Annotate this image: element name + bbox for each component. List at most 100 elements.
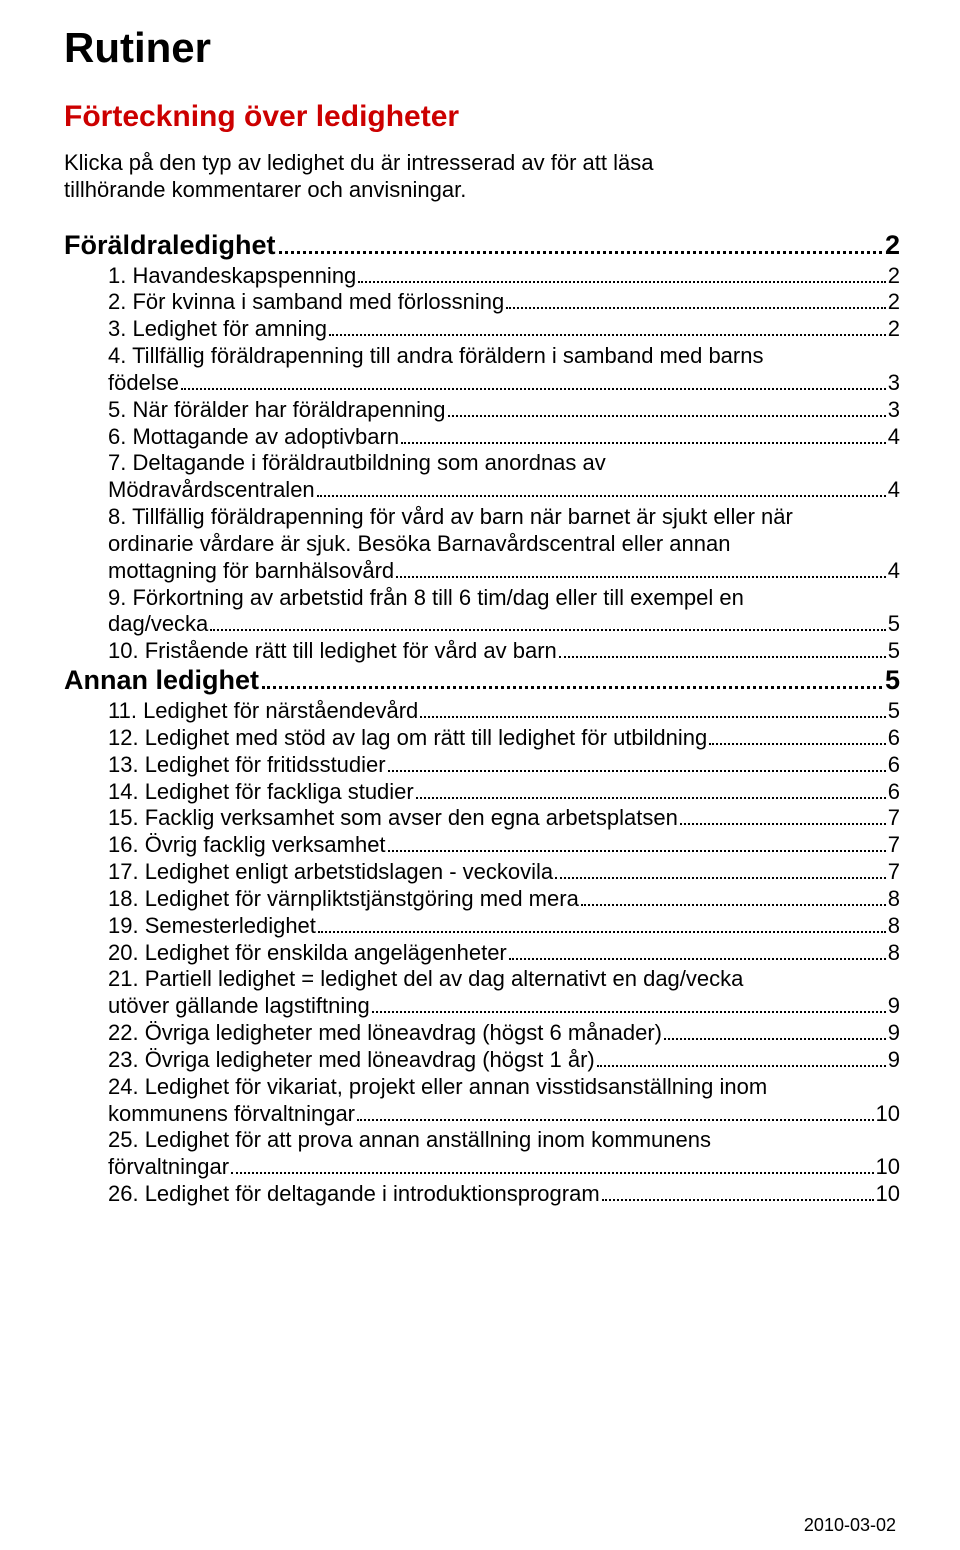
leader-dots: [388, 760, 886, 772]
toc-item-label: 18. Ledighet för värnpliktstjänstgöring …: [108, 886, 579, 913]
toc-heading-page: 5: [885, 665, 900, 696]
toc-item-text[interactable]: 4. Tillfällig föräldrapenning till andra…: [108, 343, 900, 370]
toc-item[interactable]: 11. Ledighet för närståendevård 5: [108, 698, 900, 725]
toc-item[interactable]: mottagning för barnhälsovård 4: [108, 558, 900, 585]
toc-item[interactable]: 26. Ledighet för deltagande i introdukti…: [108, 1181, 900, 1208]
toc-item[interactable]: förvaltningar10: [108, 1154, 900, 1181]
toc-item-text[interactable]: 7. Deltagande i föräldrautbildning som a…: [108, 450, 900, 477]
toc-block-annan-ledighet: 11. Ledighet för närståendevård 5 12. Ledi…: [64, 698, 900, 1208]
toc-item[interactable]: 12. Ledighet med stöd av lag om rätt til…: [108, 725, 900, 752]
toc-item-label: 22. Övriga ledigheter med löneavdrag (hö…: [108, 1020, 662, 1047]
toc-item[interactable]: 14. Ledighet för fackliga studier 6: [108, 779, 900, 806]
toc-item[interactable]: 6. Mottagande av adoptivbarn 4: [108, 424, 900, 451]
intro-line-2: tillhörande kommentarer och anvisningar.: [64, 177, 900, 204]
toc-item-page: 2: [888, 289, 900, 316]
leader-dots: [680, 813, 886, 825]
toc-item[interactable]: utöver gällande lagstiftning 9: [108, 993, 900, 1020]
toc-item[interactable]: 22. Övriga ledigheter med löneavdrag (hö…: [108, 1020, 900, 1047]
toc-item-label: 11. Ledighet för närståendevård: [108, 698, 418, 725]
toc-heading-annan-ledighet[interactable]: Annan ledighet 5: [64, 665, 900, 696]
toc-item-page: 5: [888, 611, 900, 638]
leader-dots: [357, 1108, 874, 1120]
toc-item-page: 4: [888, 558, 900, 585]
toc-item-label: 15. Facklig verksamhet som avser den egn…: [108, 805, 678, 832]
leader-dots: [262, 673, 882, 689]
leader-dots: [181, 378, 886, 390]
toc-item-page: 8: [888, 940, 900, 967]
toc-item-label: dag/vecka: [108, 611, 208, 638]
toc-item[interactable]: kommunens förvaltningar10: [108, 1101, 900, 1128]
toc-item-label: 19. Semesterledighet: [108, 913, 316, 940]
toc-item-page: 5: [888, 698, 900, 725]
toc-item-label: 1. Havandeskapspenning: [108, 263, 356, 290]
toc-heading-page: 2: [885, 230, 900, 261]
toc-item-label: födelse: [108, 370, 179, 397]
toc-item-page: 10: [876, 1181, 900, 1208]
document-title: Rutiner: [64, 24, 900, 72]
toc-item-label: 23. Övriga ledigheter med löneavdrag (hö…: [108, 1047, 595, 1074]
toc-item[interactable]: dag/vecka 5: [108, 611, 900, 638]
leader-dots: [664, 1028, 886, 1040]
leader-dots: [401, 432, 886, 444]
toc-item[interactable]: födelse 3: [108, 370, 900, 397]
toc-item[interactable]: 2. För kvinna i samband med förlossning2: [108, 289, 900, 316]
toc-item-label: 10. Fristående rätt till ledighet för vå…: [108, 638, 557, 665]
toc-item[interactable]: 5. När förälder har föräldrapenning 3: [108, 397, 900, 424]
leader-dots: [448, 405, 886, 417]
toc-item-label: 6. Mottagande av adoptivbarn: [108, 424, 399, 451]
leader-dots: [396, 566, 886, 578]
toc-item-label: 12. Ledighet med stöd av lag om rätt til…: [108, 725, 707, 752]
toc-item-page: 6: [888, 779, 900, 806]
toc-item-page: 4: [888, 424, 900, 451]
toc-item-label: 14. Ledighet för fackliga studier: [108, 779, 414, 806]
toc-item-text[interactable]: 8. Tillfällig föräldrapenning för vård a…: [108, 504, 900, 531]
toc-item-page: 9: [888, 993, 900, 1020]
leader-dots: [597, 1055, 886, 1067]
toc-item-page: 7: [888, 832, 900, 859]
toc-item-label: 5. När förälder har föräldrapenning: [108, 397, 446, 424]
toc-item-page: 2: [888, 263, 900, 290]
leader-dots: [388, 840, 886, 852]
toc-item-text[interactable]: 9. Förkortning av arbetstid från 8 till …: [108, 585, 900, 612]
toc-item-text[interactable]: ordinarie vårdare är sjuk. Besöka Barnav…: [108, 531, 900, 558]
leader-dots: [279, 237, 882, 253]
leader-dots: [420, 706, 885, 718]
intro-text: Klicka på den typ av ledighet du är intr…: [64, 150, 900, 204]
toc-item-label: mottagning för barnhälsovård: [108, 558, 394, 585]
leader-dots: [416, 786, 886, 798]
toc-item-text[interactable]: 21. Partiell ledighet = ledighet del av …: [108, 966, 900, 993]
toc-item[interactable]: Mödravårdscentralen4: [108, 477, 900, 504]
toc-heading-label: Annan ledighet: [64, 665, 259, 696]
toc-heading-foraldraledighet[interactable]: Föräldraledighet 2: [64, 230, 900, 261]
toc-item[interactable]: 23. Övriga ledigheter med löneavdrag (hö…: [108, 1047, 900, 1074]
toc-item[interactable]: 15. Facklig verksamhet som avser den egn…: [108, 805, 900, 832]
leader-dots: [372, 1001, 886, 1013]
toc-item-label: 26. Ledighet för deltagande i introdukti…: [108, 1181, 600, 1208]
toc-item-page: 3: [888, 370, 900, 397]
leader-dots: [559, 646, 886, 658]
toc-item[interactable]: 20. Ledighet för enskilda angelägenheter…: [108, 940, 900, 967]
toc-heading-label: Föräldraledighet: [64, 230, 276, 261]
toc-item-label: utöver gällande lagstiftning: [108, 993, 370, 1020]
toc-item[interactable]: 16. Övrig facklig verksamhet 7: [108, 832, 900, 859]
toc-item[interactable]: 3. Ledighet för amning2: [108, 316, 900, 343]
leader-dots: [509, 947, 886, 959]
leader-dots: [581, 894, 886, 906]
toc-block-foraldraledighet: 1. Havandeskapspenning 22. För kvinna i s…: [64, 263, 900, 665]
toc-item[interactable]: 18. Ledighet för värnpliktstjänstgöring …: [108, 886, 900, 913]
toc-item-text[interactable]: 24. Ledighet för vikariat, projekt eller…: [108, 1074, 900, 1101]
toc-item[interactable]: 1. Havandeskapspenning 2: [108, 263, 900, 290]
toc-item[interactable]: 13. Ledighet för fritidsstudier6: [108, 752, 900, 779]
toc-item-label: 16. Övrig facklig verksamhet: [108, 832, 386, 859]
toc-item[interactable]: 10. Fristående rätt till ledighet för vå…: [108, 638, 900, 665]
leader-dots: [506, 297, 886, 309]
toc-item-text[interactable]: 25. Ledighet för att prova annan anställ…: [108, 1127, 900, 1154]
toc-item[interactable]: 17. Ledighet enligt arbetstidslagen - ve…: [108, 859, 900, 886]
leader-dots: [231, 1162, 873, 1174]
toc-item-label: 3. Ledighet för amning: [108, 316, 327, 343]
section-title: Förteckning över ledigheter: [64, 100, 900, 134]
leader-dots: [318, 921, 886, 933]
toc-item-page: 3: [888, 397, 900, 424]
toc-item[interactable]: 19. Semesterledighet8: [108, 913, 900, 940]
toc-item-page: 9: [888, 1047, 900, 1074]
